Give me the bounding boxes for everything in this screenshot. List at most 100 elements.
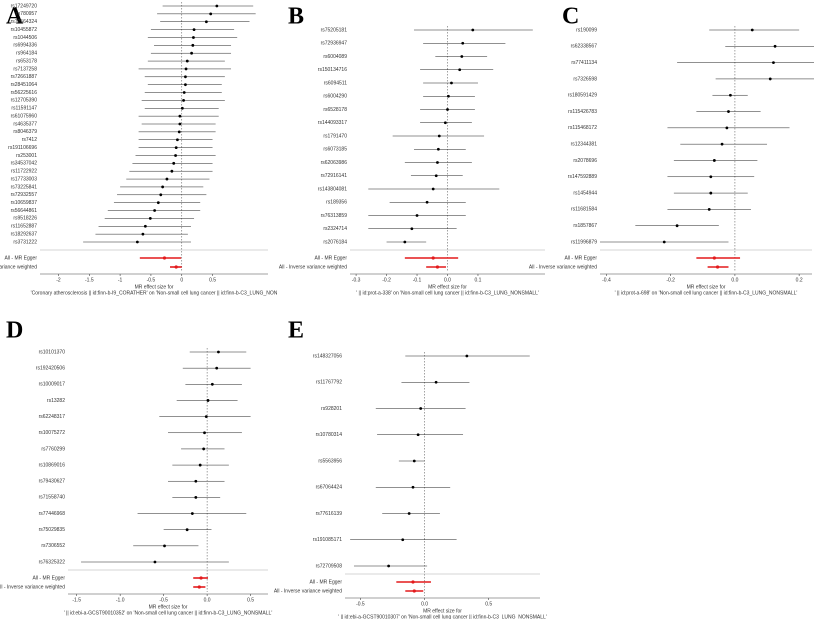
point bbox=[410, 227, 414, 231]
point bbox=[190, 512, 194, 515]
point bbox=[194, 479, 198, 483]
summary-point bbox=[715, 265, 720, 269]
point bbox=[177, 130, 181, 134]
snp-label: rs4635377 bbox=[13, 121, 37, 127]
point bbox=[174, 146, 178, 150]
snp-label: rs72661887 bbox=[11, 74, 38, 80]
snp-label: rs62248317 bbox=[39, 414, 66, 420]
x-tick-label: -2 bbox=[56, 277, 61, 283]
summary-point bbox=[199, 576, 203, 580]
panel-label: C bbox=[562, 4, 579, 30]
summary-point bbox=[162, 256, 167, 260]
point bbox=[198, 463, 202, 467]
summary-point bbox=[174, 265, 178, 269]
point bbox=[419, 407, 423, 410]
x-tick-label: 0.0 bbox=[204, 597, 211, 603]
summary-label: All - MR Egger bbox=[314, 255, 347, 261]
summary-point bbox=[411, 580, 415, 584]
snp-label: rs253001 bbox=[16, 153, 37, 159]
snp-label: rs72936947 bbox=[321, 41, 348, 47]
point bbox=[447, 94, 450, 98]
snp-label: rs77616139 bbox=[316, 511, 343, 517]
point bbox=[185, 59, 189, 63]
point bbox=[750, 28, 754, 32]
point bbox=[412, 459, 416, 463]
x-axis-label: MR effect size for bbox=[149, 604, 188, 610]
snp-label: rs10455872 bbox=[11, 27, 38, 33]
point bbox=[191, 43, 195, 47]
panel-label: B bbox=[288, 4, 304, 30]
snp-label: rs11591147 bbox=[11, 106, 37, 112]
x-tick-label: -1.5 bbox=[72, 597, 81, 603]
panel-label: D bbox=[6, 318, 23, 344]
x-axis-label: MR effect size for bbox=[135, 284, 174, 290]
point bbox=[712, 159, 716, 162]
x-tick-label: -1.5 bbox=[85, 277, 94, 283]
point bbox=[202, 447, 206, 451]
point bbox=[163, 544, 166, 548]
point bbox=[215, 4, 219, 8]
point bbox=[662, 240, 666, 244]
snp-label: rs62338567 bbox=[571, 44, 598, 50]
point bbox=[190, 51, 193, 55]
x-tick-label: -0.5 bbox=[159, 597, 168, 603]
x-tick-label: 0.1 bbox=[474, 277, 481, 283]
summary-label: All - Inverse variance weighted bbox=[529, 264, 597, 270]
point bbox=[185, 528, 189, 532]
snp-label: rs71558740 bbox=[39, 495, 66, 501]
point bbox=[176, 138, 179, 142]
x-tick-label: -0.2 bbox=[382, 277, 391, 283]
point bbox=[170, 169, 174, 173]
snp-label: rs2078696 bbox=[573, 158, 597, 164]
point bbox=[184, 83, 187, 87]
snp-label: rs7412 bbox=[22, 137, 38, 143]
point bbox=[206, 399, 210, 402]
snp-label: rs56225616 bbox=[11, 90, 38, 96]
x-tick-label: -0.4 bbox=[602, 277, 611, 283]
summary-label: All - MR Egger bbox=[564, 255, 597, 261]
point bbox=[401, 538, 405, 542]
summary-label: All - MR Egger bbox=[32, 575, 65, 581]
snp-label: rs2324714 bbox=[323, 226, 347, 232]
snp-label: rs7760299 bbox=[41, 446, 65, 452]
point bbox=[141, 232, 145, 236]
point bbox=[178, 114, 182, 118]
point bbox=[727, 110, 730, 113]
snp-label: rs191106696 bbox=[8, 145, 37, 151]
x-axis-label: MR effect size for bbox=[423, 608, 462, 614]
x-axis-label: ' || id:ebi-a-GCST90010352' on 'Non-smal… bbox=[64, 610, 273, 616]
summary-label: All - Inverse variance weighted bbox=[279, 264, 347, 270]
snp-label: rs11996879 bbox=[571, 239, 597, 245]
x-tick-label: 0.5 bbox=[485, 601, 492, 607]
snp-label: rs10659837 bbox=[11, 200, 38, 206]
point bbox=[215, 366, 219, 370]
summary-point bbox=[197, 585, 201, 589]
point bbox=[416, 433, 420, 437]
snp-label: rs76313859 bbox=[321, 213, 348, 219]
snp-label: rs6004290 bbox=[323, 94, 347, 100]
point bbox=[415, 214, 419, 217]
snp-label: rs62063986 bbox=[321, 160, 348, 166]
point bbox=[174, 154, 177, 157]
point bbox=[153, 560, 157, 564]
snp-label: rs6994336 bbox=[13, 43, 37, 49]
point bbox=[159, 193, 163, 197]
summary-label: All - MR Egger bbox=[309, 579, 342, 585]
point bbox=[148, 217, 152, 220]
summary-label: All - MR Egger bbox=[4, 255, 37, 261]
point bbox=[192, 28, 196, 31]
snp-label: rs8046379 bbox=[13, 129, 37, 135]
point bbox=[460, 55, 464, 58]
x-tick-label: 0.5 bbox=[209, 277, 216, 283]
point bbox=[425, 200, 429, 204]
snp-label: rs115426783 bbox=[568, 109, 597, 115]
snp-label: rs6094511 bbox=[324, 80, 347, 86]
point bbox=[153, 209, 157, 212]
point bbox=[471, 28, 475, 32]
snp-label: rs7326598 bbox=[573, 76, 597, 82]
point bbox=[707, 207, 711, 211]
snp-label: rs17733003 bbox=[11, 176, 38, 182]
point bbox=[725, 126, 729, 130]
snp-label: rs928201 bbox=[321, 406, 342, 412]
x-axis-label: ' || id:prot-a-338' on 'Non-small cell l… bbox=[356, 290, 539, 296]
